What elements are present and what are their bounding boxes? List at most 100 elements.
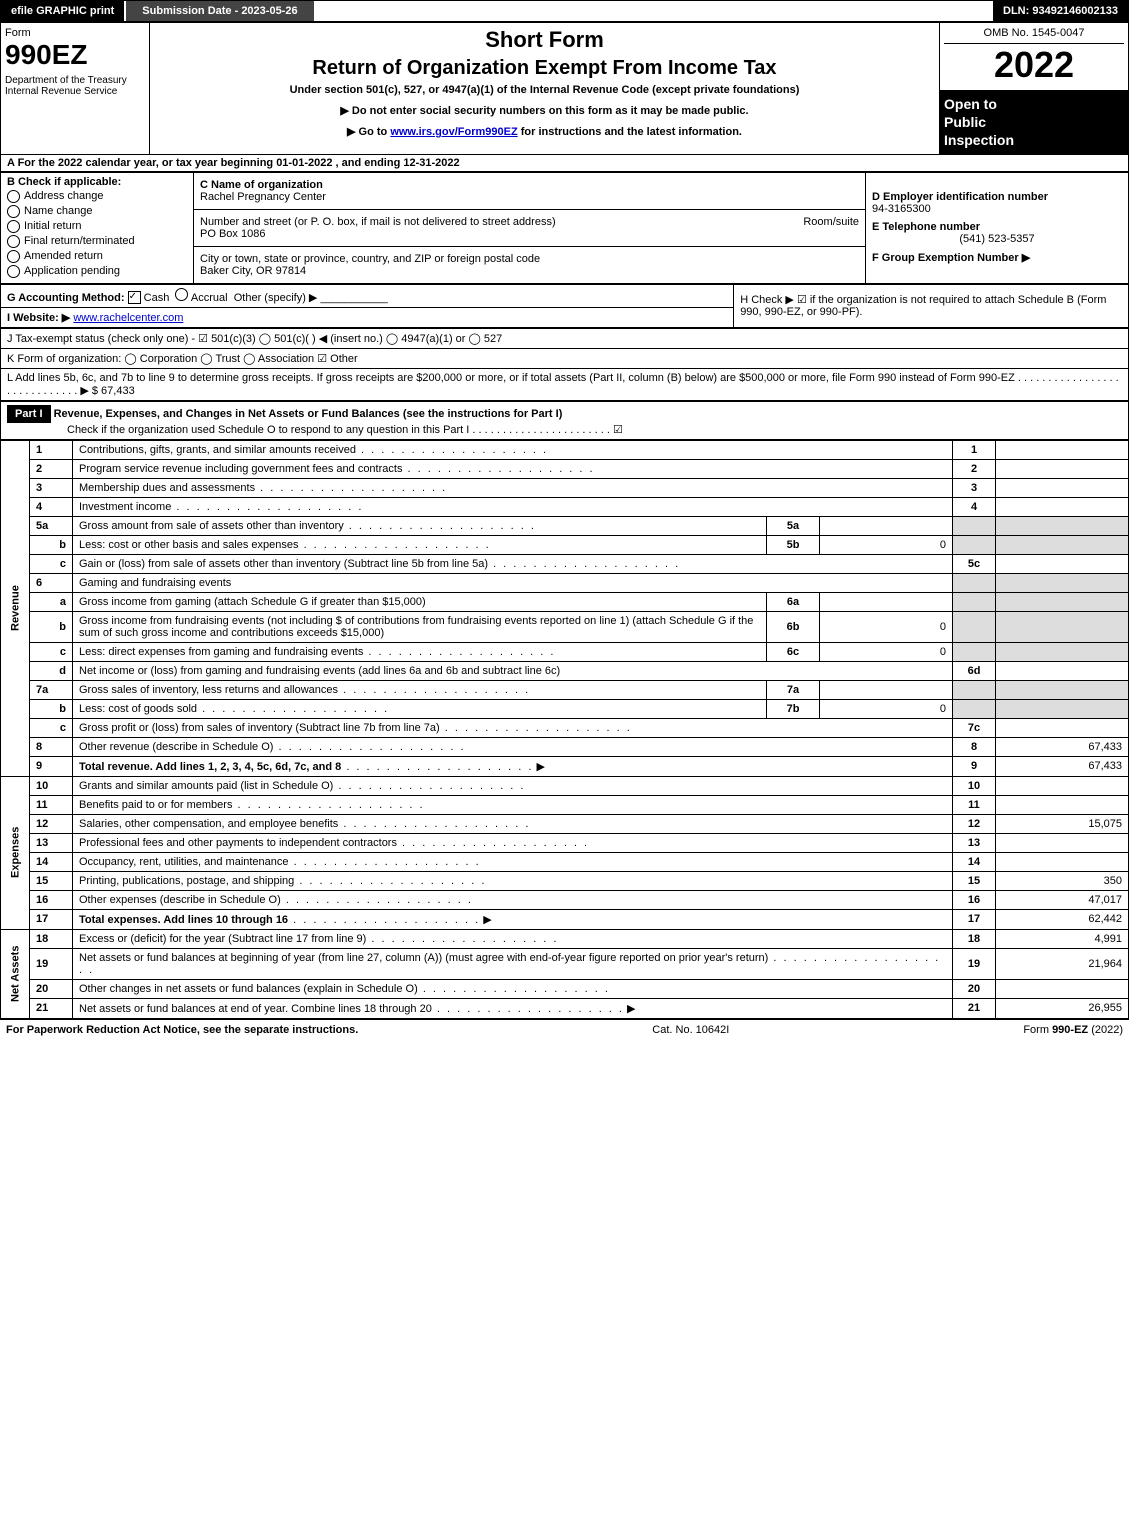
- part-i-label: Part I: [7, 405, 51, 423]
- section-i-label: I Website: ▶: [7, 312, 70, 324]
- city-label: City or town, state or province, country…: [200, 253, 859, 265]
- line-desc: Benefits paid to or for members: [73, 795, 953, 814]
- line-no: 8: [30, 737, 73, 756]
- addr-label: Number and street (or P. O. box, if mail…: [200, 216, 556, 228]
- check-accrual[interactable]: [175, 288, 188, 301]
- line-box: 20: [953, 979, 996, 998]
- section-a-tax-year: A For the 2022 calendar year, or tax yea…: [0, 155, 1129, 172]
- instr2-suffix: for instructions and the latest informat…: [518, 126, 742, 138]
- shaded-cell: [953, 642, 996, 661]
- shaded-cell: [996, 592, 1129, 611]
- sub-box: 7b: [767, 699, 820, 718]
- section-l: L Add lines 5b, 6c, and 7b to line 9 to …: [1, 368, 1129, 400]
- website-link[interactable]: www.rachelcenter.com: [73, 312, 183, 324]
- sub-box: 6a: [767, 592, 820, 611]
- accounting-grid: G Accounting Method: Cash Accrual Other …: [0, 284, 1129, 328]
- phone-value: (541) 523-5357: [872, 233, 1122, 245]
- line-box: 17: [953, 909, 996, 929]
- sub-box: 6b: [767, 611, 820, 642]
- irs-link[interactable]: www.irs.gov/Form990EZ: [390, 126, 517, 138]
- check-label: Initial return: [24, 220, 81, 232]
- line-value: 21,964: [996, 948, 1129, 979]
- check-final-return[interactable]: Final return/terminated: [7, 235, 187, 248]
- line-no: 18: [30, 929, 73, 948]
- check-name-change[interactable]: Name change: [7, 205, 187, 218]
- line-box: 5c: [953, 554, 996, 573]
- line-desc: Less: cost or other basis and sales expe…: [73, 535, 767, 554]
- check-initial-return[interactable]: Initial return: [7, 220, 187, 233]
- sub-box: 5a: [767, 516, 820, 535]
- line-no: 21: [30, 998, 73, 1018]
- line-desc: Less: cost of goods sold: [73, 699, 767, 718]
- section-f-group-label: F Group Exemption Number ▶: [872, 251, 1122, 264]
- line-value: [996, 833, 1129, 852]
- shaded-cell: [953, 516, 996, 535]
- line-value: 4,991: [996, 929, 1129, 948]
- section-h: H Check ▶ ☑ if the organization is not r…: [734, 284, 1129, 327]
- shaded-cell: [953, 699, 996, 718]
- line-no: 14: [30, 852, 73, 871]
- line-box: 11: [953, 795, 996, 814]
- line-value: [996, 497, 1129, 516]
- section-g-label: G Accounting Method:: [7, 292, 125, 304]
- line-value: [996, 979, 1129, 998]
- section-k: K Form of organization: ◯ Corporation ◯ …: [1, 348, 1129, 368]
- shaded-cell: [996, 535, 1129, 554]
- check-application-pending[interactable]: Application pending: [7, 265, 187, 278]
- line-desc: Total expenses. Add lines 10 through 16 …: [73, 909, 953, 929]
- line-desc: Other revenue (describe in Schedule O): [73, 737, 953, 756]
- sub-value: [820, 680, 953, 699]
- org-name: Rachel Pregnancy Center: [200, 191, 859, 203]
- check-address-change[interactable]: Address change: [7, 190, 187, 203]
- line-desc: Gain or (loss) from sale of assets other…: [73, 554, 953, 573]
- line-no: 4: [30, 497, 73, 516]
- sub-value: 0: [820, 535, 953, 554]
- check-cash[interactable]: [128, 291, 141, 304]
- section-l-text: L Add lines 5b, 6c, and 7b to line 9 to …: [7, 372, 1119, 397]
- room-label: Room/suite: [803, 216, 859, 228]
- line-value: 62,442: [996, 909, 1129, 929]
- department-label: Department of the Treasury Internal Reve…: [5, 75, 145, 97]
- line-no: b: [30, 611, 73, 642]
- line-desc: Excess or (deficit) for the year (Subtra…: [73, 929, 953, 948]
- part-i-table: Revenue 1 Contributions, gifts, grants, …: [0, 440, 1129, 1019]
- check-label: Address change: [24, 190, 104, 202]
- footer-left: For Paperwork Reduction Act Notice, see …: [6, 1024, 358, 1036]
- line-value: 350: [996, 871, 1129, 890]
- sub-value: [820, 592, 953, 611]
- line-no: 3: [30, 478, 73, 497]
- sub-value: 0: [820, 699, 953, 718]
- form-label: Form: [5, 27, 145, 39]
- line-desc: Other expenses (describe in Schedule O): [73, 890, 953, 909]
- accrual-label: Accrual: [191, 292, 228, 304]
- line-desc: Net income or (loss) from gaming and fun…: [73, 661, 953, 680]
- line-value: [996, 554, 1129, 573]
- line-no: a: [30, 592, 73, 611]
- net-assets-section-label: Net Assets: [1, 929, 30, 1018]
- line-value: [996, 478, 1129, 497]
- line-desc: Grants and similar amounts paid (list in…: [73, 776, 953, 795]
- line-no: c: [30, 642, 73, 661]
- footer: For Paperwork Reduction Act Notice, see …: [0, 1019, 1129, 1040]
- line-no: c: [30, 718, 73, 737]
- line-desc: Membership dues and assessments: [73, 478, 953, 497]
- line-no: 6: [30, 573, 73, 592]
- part-i-check: Check if the organization used Schedule …: [67, 424, 623, 436]
- shaded-cell: [953, 611, 996, 642]
- line-box: 4: [953, 497, 996, 516]
- subtitle: Under section 501(c), 527, or 4947(a)(1)…: [154, 84, 935, 96]
- line-box: 18: [953, 929, 996, 948]
- top-bar: efile GRAPHIC print Submission Date - 20…: [0, 0, 1129, 22]
- dln-label: DLN: 93492146002133: [993, 1, 1128, 21]
- line-value: 26,955: [996, 998, 1129, 1018]
- shaded-cell: [996, 642, 1129, 661]
- line-desc: Printing, publications, postage, and shi…: [73, 871, 953, 890]
- open-to-public-box: Open to Public Inspection: [940, 91, 1129, 155]
- sub-box: 6c: [767, 642, 820, 661]
- line-desc: Program service revenue including govern…: [73, 459, 953, 478]
- sub-value: 0: [820, 642, 953, 661]
- shaded-cell: [996, 573, 1129, 592]
- check-amended-return[interactable]: Amended return: [7, 250, 187, 263]
- line-value: 15,075: [996, 814, 1129, 833]
- line-desc: Salaries, other compensation, and employ…: [73, 814, 953, 833]
